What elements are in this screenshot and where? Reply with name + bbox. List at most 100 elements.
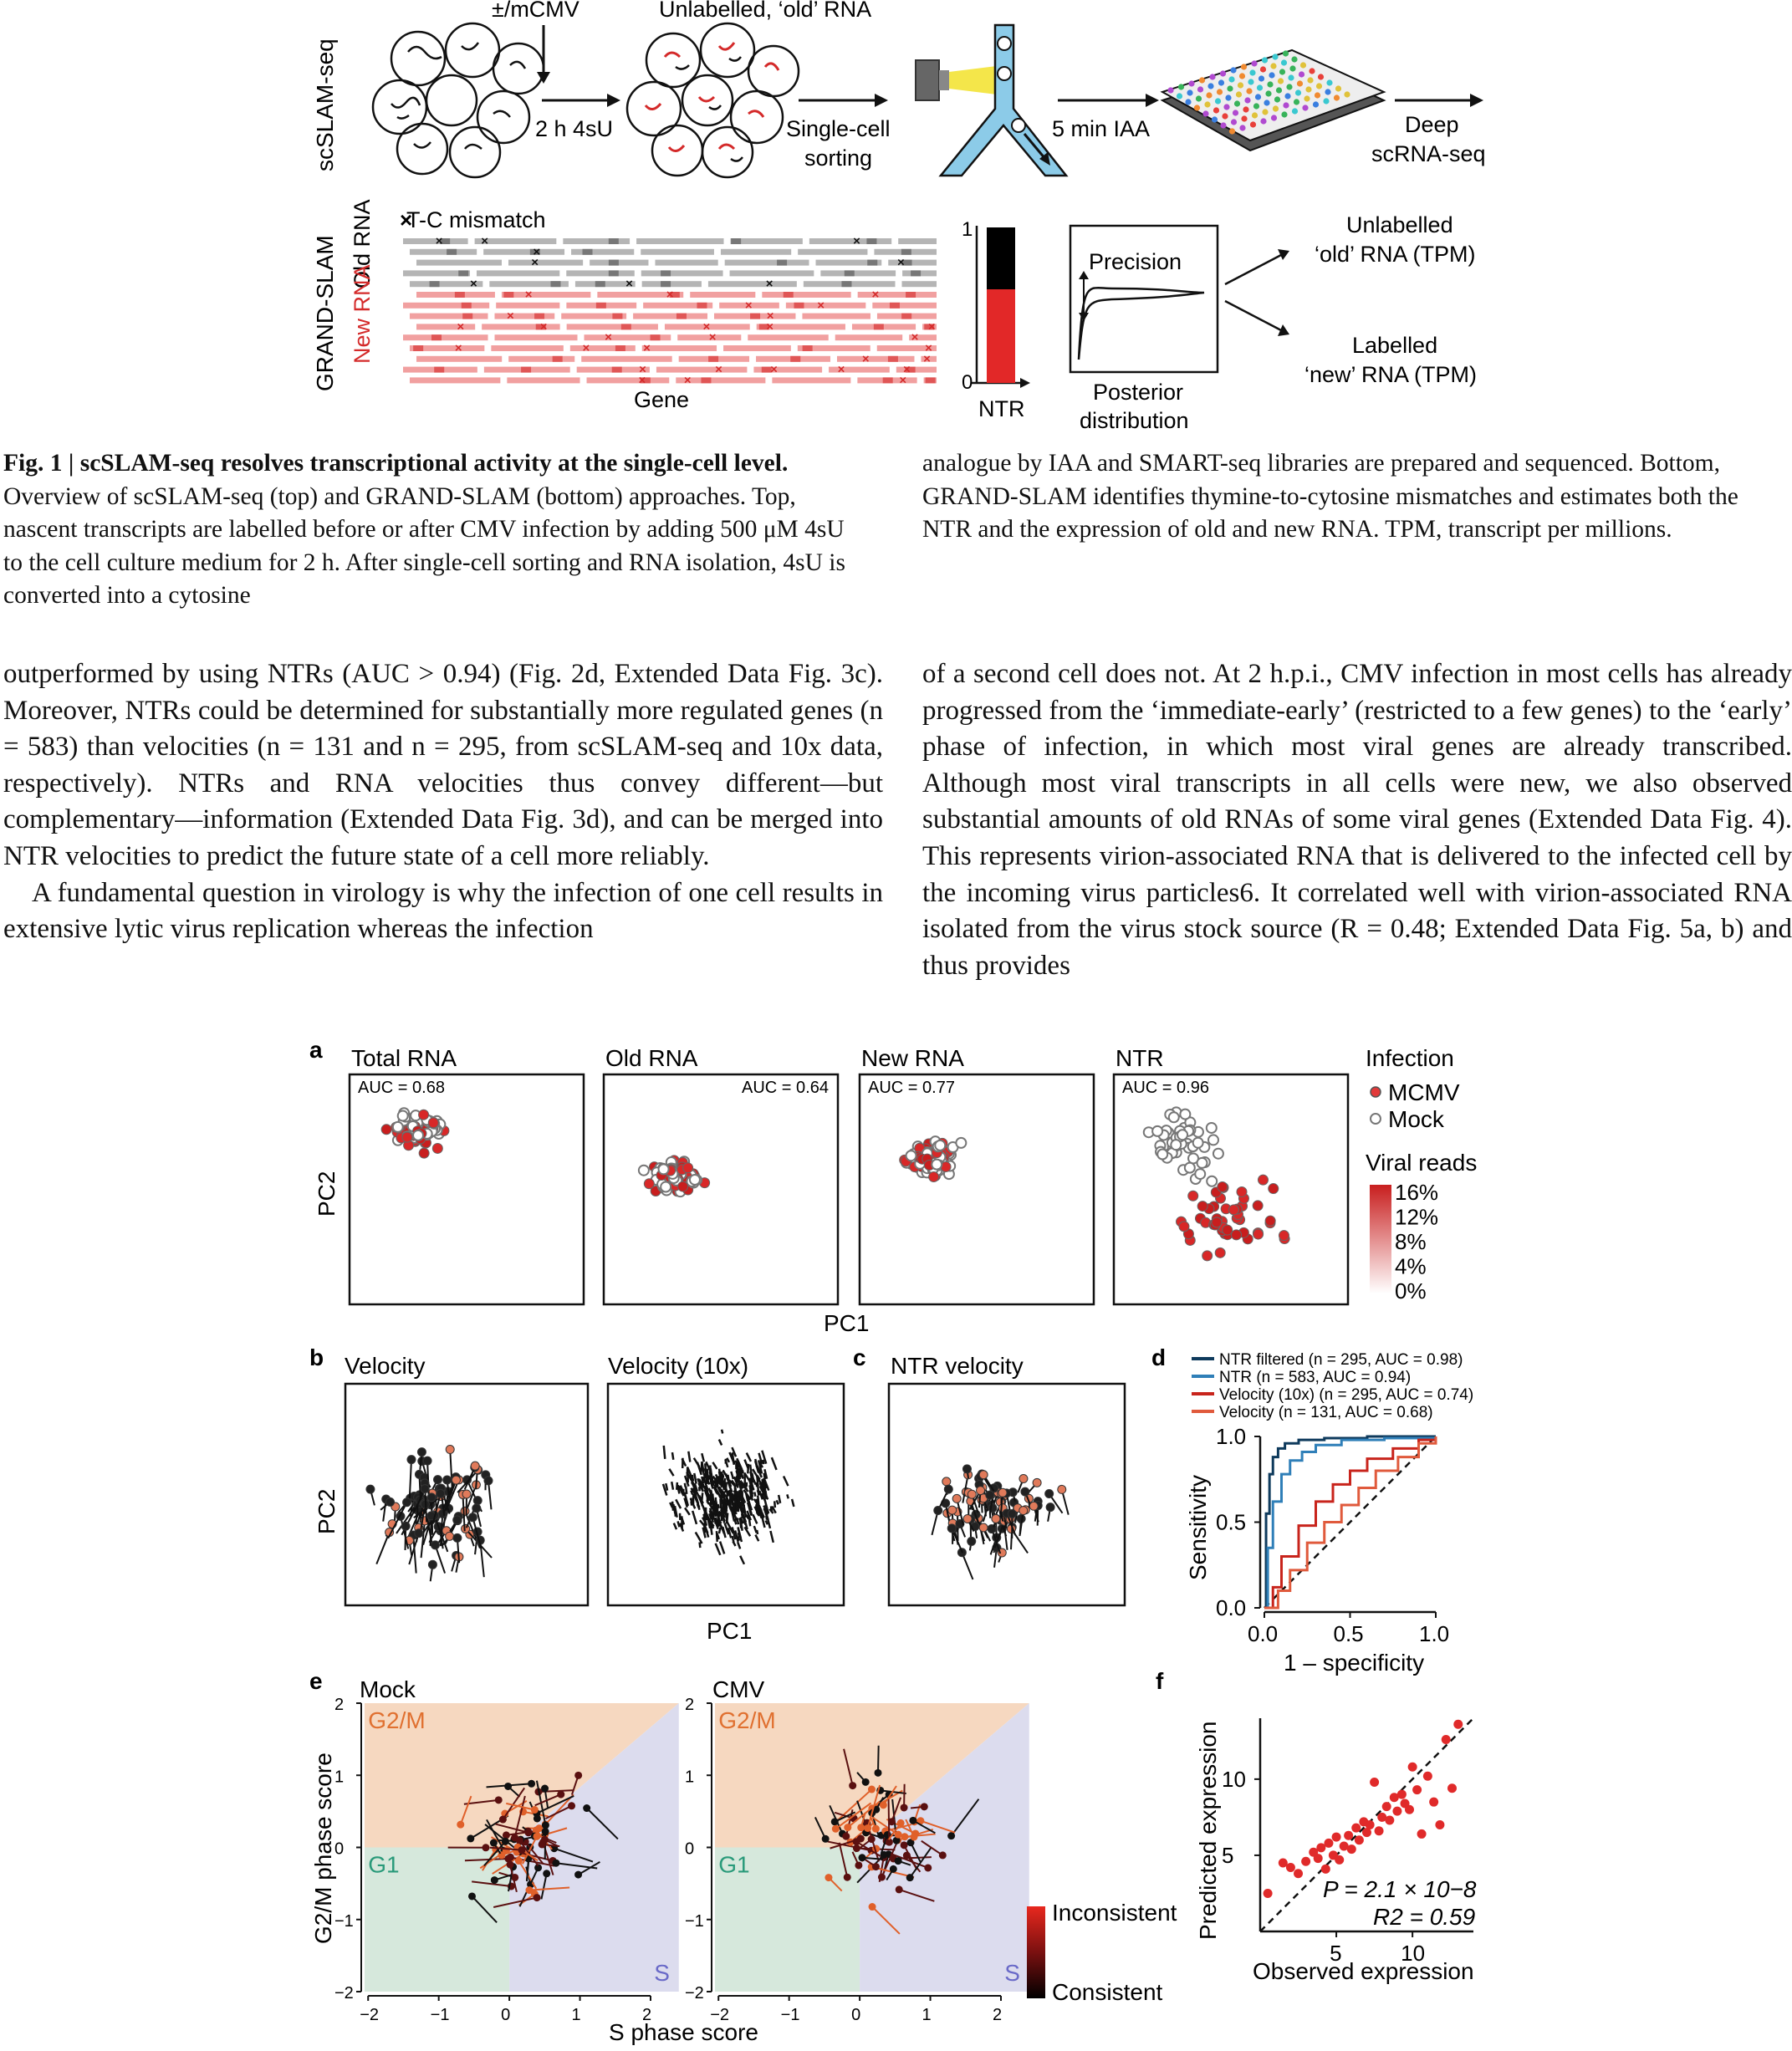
mock-cell: [412, 1129, 425, 1141]
phase-xtick-label: 2: [642, 2006, 651, 2024]
phase-arrow: [489, 1846, 523, 1851]
phase-arrow: [909, 1846, 932, 1879]
mismatch-cross-icon: ×: [540, 319, 548, 334]
velocity-arrow: [676, 1521, 681, 1528]
label-g1: G1: [368, 1852, 399, 1878]
phase-plot-mock: 2 1 0 −1 −2 −2 −1 0 1 2 G2/M G1 S: [334, 1696, 679, 2024]
velocity-arrow: [696, 1503, 701, 1511]
panel-e-title2: CMV: [712, 1676, 765, 1702]
roc-ytick-label: 0.0: [1216, 1595, 1246, 1620]
velocity-arrow: [756, 1489, 761, 1496]
read: [507, 377, 580, 384]
phase-xtick-label: 0: [501, 2006, 510, 2024]
velocity-arrow: [718, 1541, 726, 1554]
cell-point: [574, 1870, 583, 1879]
panel-e-xlabel: S phase score: [609, 2019, 758, 2045]
velocity-arrow: [740, 1501, 744, 1507]
phase-arrow: [471, 1895, 498, 1923]
region-s: [860, 1703, 1029, 1992]
cell-point: [896, 1819, 905, 1827]
phase-ytick-label: −2: [334, 1984, 354, 2003]
scatter-xtick-label: 5: [1330, 1941, 1341, 1966]
mock-cell: [1194, 1168, 1207, 1181]
read-segment: [708, 355, 719, 362]
panel-c-letter: c: [853, 1344, 866, 1370]
pca-auc: AUC = 0.77: [868, 1079, 955, 1097]
read-segment: [595, 281, 605, 288]
cell-point: [830, 1818, 839, 1826]
read: [636, 238, 724, 244]
read-segment: [595, 302, 606, 309]
mismatch-cross-icon: ×: [525, 288, 533, 302]
plate-well: [1264, 99, 1270, 106]
phase-arrow: [493, 1896, 538, 1908]
plate-well: [1228, 128, 1236, 135]
plate-well: [1299, 62, 1307, 69]
label-s: S: [1004, 1960, 1020, 1986]
plate-well: [1230, 67, 1237, 74]
read: [829, 366, 890, 373]
panel-d-letter: d: [1151, 1344, 1166, 1370]
velocity-10x-box: [606, 1382, 845, 1607]
mock-cell: [905, 1150, 917, 1162]
legend-mock: Mock: [1388, 1106, 1445, 1132]
velocity-arrow: [443, 1479, 460, 1515]
read: [921, 355, 937, 362]
cell-point: [540, 1835, 549, 1844]
velocity-arrow: [675, 1498, 682, 1509]
figure-1-caption-left: Fig. 1 | scSLAM-seq resolves transcripti…: [3, 447, 848, 613]
velocity-arrow: [698, 1479, 705, 1488]
viral-tick: 0%: [1395, 1278, 1427, 1304]
mismatch-cross-icon: ×: [903, 363, 911, 377]
phase-arrow: [513, 1795, 526, 1839]
velocity-arrow: [487, 1480, 493, 1510]
plate-well: [1219, 70, 1227, 77]
velocity-arrow: [665, 1482, 669, 1491]
cell-point: [1029, 1501, 1039, 1511]
phase-arrow: [871, 1906, 901, 1935]
read: [641, 281, 702, 288]
cell-point: [445, 1445, 455, 1455]
velocity-arrow: [771, 1506, 777, 1514]
velocity-10x-arrows: [661, 1429, 795, 1565]
out-old-a: Unlabelled: [1346, 212, 1453, 237]
plate-well: [1225, 94, 1232, 101]
plate-well: [1233, 100, 1241, 107]
mismatch-cross-icon: ×: [925, 341, 932, 355]
plate-well: [1305, 86, 1312, 93]
plate-well: [1248, 79, 1254, 85]
cell-point: [511, 1834, 519, 1842]
mock-cell: [657, 1163, 670, 1176]
plate-well: [1235, 91, 1243, 98]
cell-point: [855, 1861, 863, 1870]
label-s: S: [654, 1960, 670, 1986]
plate-well: [1193, 105, 1201, 111]
roc-curve: [1264, 1436, 1437, 1610]
cell-point: [501, 1809, 509, 1818]
scslam-row-label: scSLAM-seq: [312, 38, 338, 171]
read: [641, 270, 723, 277]
read: [901, 281, 937, 288]
velocity-arrow: [702, 1517, 707, 1523]
velocity-arrow: [739, 1555, 746, 1565]
velocity-arrow: [698, 1542, 702, 1548]
velocity-arrow: [443, 1479, 457, 1513]
read-segment: [661, 270, 671, 277]
velocity-arrow: [709, 1524, 713, 1535]
cell-point: [490, 1876, 498, 1885]
velocity-arrow: [731, 1527, 737, 1540]
velocity-arrow: [703, 1488, 710, 1502]
expression-point: [1301, 1856, 1311, 1866]
viral-reads-colorbar: [1370, 1185, 1391, 1293]
plate-well: [1176, 93, 1183, 99]
velocity-arrow: [752, 1477, 757, 1486]
read-segment: [669, 292, 680, 298]
figure-1: scSLAM-seq GRAND-SLAM ±/mCMV 2 h 4sU Unl…: [312, 0, 1486, 433]
velocity-arrow: [434, 1544, 447, 1574]
velocity-arrow: [747, 1514, 752, 1527]
expression-point: [1407, 1762, 1417, 1772]
plate-well: [1251, 60, 1258, 67]
mismatch-cross-icon: ×: [605, 330, 612, 344]
read: [748, 334, 829, 341]
phase-arrow: [472, 1880, 512, 1888]
